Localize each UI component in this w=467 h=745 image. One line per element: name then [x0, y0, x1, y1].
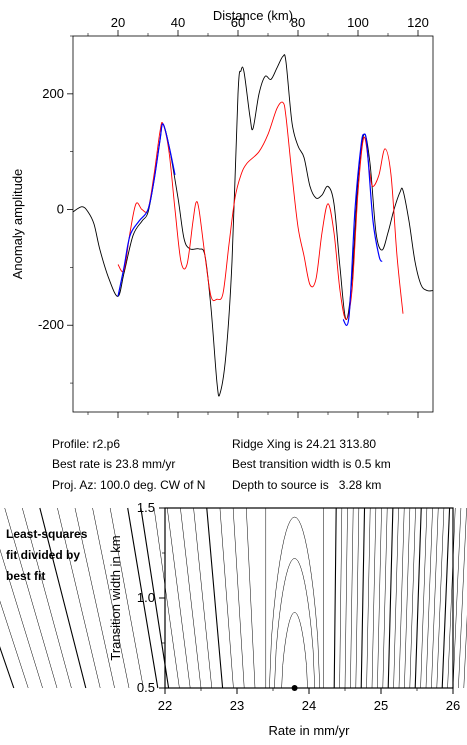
contour-line — [463, 614, 467, 689]
contour-line — [0, 548, 43, 689]
fitted-segment-line-1 — [117, 123, 176, 297]
top-x-tick-label: 40 — [171, 15, 185, 30]
side-caption-line-1: Least-squares — [6, 527, 88, 541]
best-width-label: Best transition width is 0.5 km — [232, 457, 391, 471]
contour-line — [0, 600, 29, 689]
contour-line — [371, 507, 377, 689]
bottom-y-tick-label: 1.5 — [137, 500, 155, 515]
contour-line — [425, 507, 433, 689]
contour-line — [246, 507, 256, 689]
contour-line — [420, 507, 428, 689]
contour-line — [344, 507, 348, 689]
contour-line — [193, 507, 213, 689]
side-caption-line-3: best fit — [6, 569, 46, 583]
contour-line — [339, 507, 343, 689]
contour-line — [232, 507, 245, 689]
bottom-x-tick-label: 23 — [230, 698, 244, 713]
contour-line — [39, 507, 87, 689]
contour-line — [166, 507, 191, 689]
bottom-x-tick-label: 26 — [446, 698, 460, 713]
contour-line — [382, 507, 388, 689]
top-y-tick-label: -200 — [38, 317, 64, 332]
contour-line — [366, 507, 371, 689]
contour-line — [0, 646, 15, 689]
top-x-axis-label: Distance (km) — [213, 8, 293, 23]
top-x-tick-label: 80 — [291, 15, 305, 30]
contour-line — [4, 507, 58, 689]
top-y-axis-label: Anomaly amplitude — [10, 169, 25, 280]
contour-line — [398, 507, 405, 689]
contour-line — [92, 507, 130, 689]
contour-line — [393, 507, 399, 689]
top-y-tick-label: 0 — [57, 202, 64, 217]
best-fit-point — [291, 685, 298, 691]
contour-line — [22, 507, 72, 689]
contour-line — [281, 612, 308, 689]
contour-line — [414, 507, 422, 689]
contour-line — [74, 507, 115, 689]
bottom-plot-frame — [164, 507, 454, 689]
contour-line — [127, 507, 159, 689]
depth-label: Depth to source is 3.28 km — [232, 478, 382, 492]
contour-line — [109, 507, 144, 689]
contour-line — [355, 507, 360, 689]
contour-line — [153, 507, 180, 689]
contour-line — [441, 507, 451, 689]
bottom-y-tick-label: 0.5 — [137, 680, 155, 695]
contour-line — [350, 507, 354, 689]
top-x-tick-label: 60 — [231, 15, 245, 30]
bottom-x-tick-label: 24 — [302, 698, 316, 713]
anomaly-profile-plot: Distance (km) Anomaly amplitude 20 40 60 80… — [10, 8, 434, 418]
contour-line — [333, 507, 337, 689]
top-x-tick-label: 100 — [347, 15, 369, 30]
contour-line — [269, 516, 321, 689]
side-caption: Least-squares fit divided by best fit — [6, 524, 87, 587]
contour-line — [452, 507, 462, 689]
observed-profile-line — [72, 54, 434, 397]
contour-line — [387, 507, 394, 689]
top-x-tick-label: 20 — [111, 15, 125, 30]
contour-line — [458, 507, 467, 689]
contour-line — [404, 507, 411, 689]
contour-line — [219, 507, 234, 689]
contour-line — [206, 507, 224, 689]
contour-line — [57, 507, 101, 689]
bottom-x-axis-label: Rate in mm/yr — [269, 723, 351, 738]
side-caption-line-2: fit divided by — [6, 548, 81, 562]
contour-line — [409, 507, 416, 689]
contour-line — [436, 507, 445, 689]
proj-az-label: Proj. Az: 100.0 deg. CW of N — [52, 478, 206, 492]
contour-line — [180, 507, 202, 689]
misfit-contour-plot: 22 23 24 25 26 0.5 1.0 1.5 Rate in mm/yr Transi… — [0, 500, 467, 738]
top-plot-frame — [72, 35, 434, 413]
top-x-tick-label: 120 — [407, 15, 429, 30]
fitted-segment-line-2 — [342, 133, 383, 326]
bottom-y-axis-label: Transition width in km — [108, 535, 123, 660]
bottom-y-tick-label: 1.0 — [137, 590, 155, 605]
contour-line — [360, 507, 366, 689]
contour-line — [377, 507, 382, 689]
contour-line — [447, 507, 456, 689]
contour-line — [431, 507, 439, 689]
contour-line — [140, 507, 170, 689]
ridge-xing-label: Ridge Xing is 24.21 313.80 — [232, 437, 377, 451]
top-y-tick-label: 200 — [42, 86, 64, 101]
bottom-x-tick-label: 25 — [374, 698, 388, 713]
profile-label: Profile: r2.p6 — [52, 437, 121, 451]
best-rate-label: Best rate is 23.8 mm/yr — [52, 457, 176, 471]
contour-line — [274, 558, 316, 689]
bottom-x-tick-label: 22 — [158, 698, 172, 713]
